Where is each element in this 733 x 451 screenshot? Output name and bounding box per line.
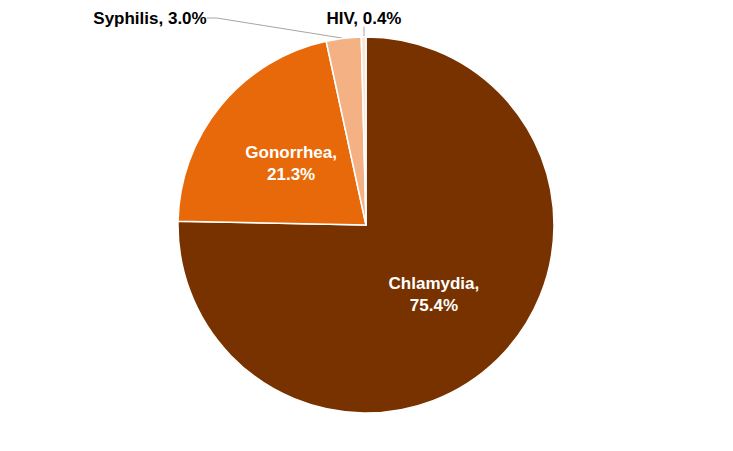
svg-text:HIV, 0.4%: HIV, 0.4% xyxy=(327,9,402,28)
svg-text:75.4%: 75.4% xyxy=(410,296,458,315)
svg-text:Gonorrhea,: Gonorrhea, xyxy=(245,143,337,162)
svg-text:21.3%: 21.3% xyxy=(267,165,315,184)
svg-text:Chlamydia,: Chlamydia, xyxy=(389,274,480,293)
svg-text:Syphilis, 3.0%: Syphilis, 3.0% xyxy=(93,9,206,28)
